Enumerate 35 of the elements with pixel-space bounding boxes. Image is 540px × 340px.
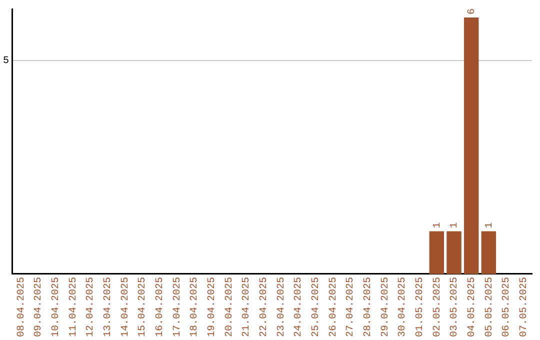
x-tick-label: 23.04.2025 (276, 276, 288, 338)
data-label: 1 (450, 222, 461, 228)
x-tick-label: 20.04.2025 (224, 276, 236, 338)
x-tick-label: 04.05.2025 (466, 276, 478, 338)
x-tick-label: 06.05.2025 (502, 276, 513, 338)
x-tick-label: 27.04.2025 (346, 276, 357, 338)
x-tick-label: 09.04.2025 (34, 276, 45, 338)
x-tick-label: 08.04.2025 (16, 276, 28, 338)
x-tick-label: 25.04.2025 (310, 276, 322, 338)
x-tick-label: 07.05.2025 (518, 276, 530, 338)
x-tick-label: 18.04.2025 (190, 276, 201, 338)
x-tick-label: 14.04.2025 (120, 276, 132, 338)
x-tick-label: 21.04.2025 (242, 276, 253, 338)
data-label: 1 (432, 222, 444, 228)
x-tick-label: 05.05.2025 (484, 276, 496, 338)
x-tick-label: 15.04.2025 (138, 276, 149, 338)
x-tick-label: 30.04.2025 (398, 276, 409, 338)
x-tick-label: 19.04.2025 (206, 276, 218, 338)
data-label: 6 (466, 8, 478, 15)
x-tick-label: 03.05.2025 (450, 276, 461, 338)
x-tick-label: 02.05.2025 (432, 276, 444, 338)
x-tick-label: 12.04.2025 (86, 276, 97, 338)
x-tick-label: 17.04.2025 (172, 276, 184, 338)
y-tick-label: 5 (2, 56, 9, 67)
x-tick-label: 10.04.2025 (50, 276, 62, 338)
x-tick-label: 29.04.2025 (380, 276, 392, 338)
x-tick-label: 24.04.2025 (294, 276, 305, 338)
x-tick-label: 01.05.2025 (414, 276, 426, 338)
x-tick-label: 11.04.2025 (68, 276, 80, 338)
x-tick-label: 26.04.2025 (328, 276, 340, 338)
data-label: 1 (484, 222, 496, 228)
x-tick-label: 22.04.2025 (258, 276, 270, 338)
x-tick-label: 16.04.2025 (154, 276, 166, 338)
x-tick-label: 28.04.2025 (362, 276, 374, 338)
x-tick-label: 13.04.2025 (102, 276, 114, 338)
